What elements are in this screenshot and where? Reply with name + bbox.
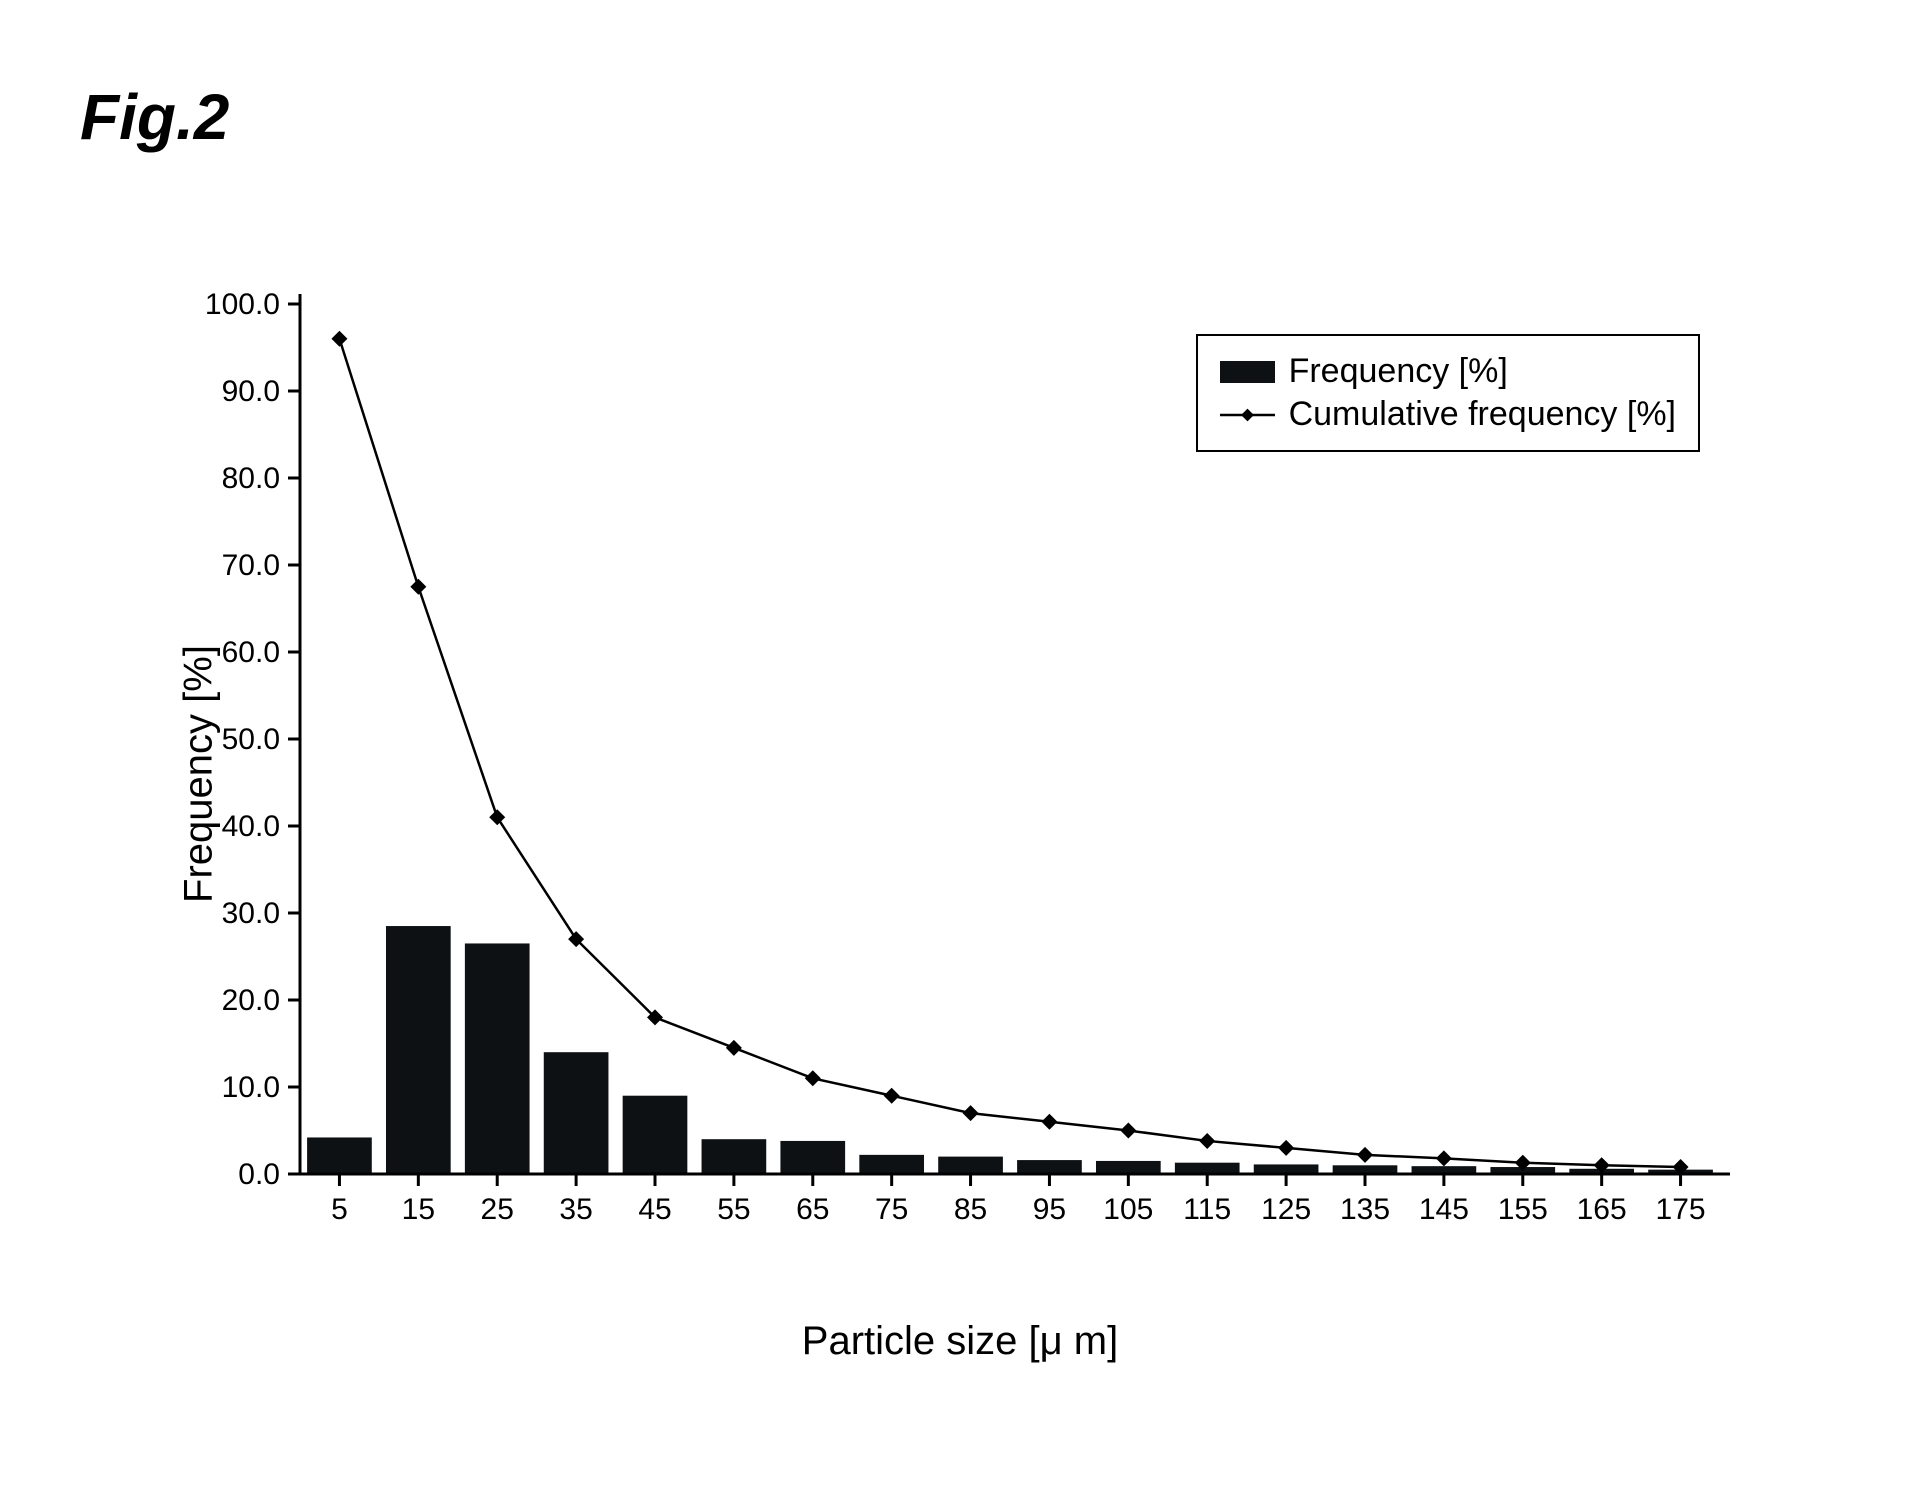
svg-text:40.0: 40.0 [222, 810, 280, 843]
svg-text:75: 75 [875, 1193, 908, 1226]
svg-text:105: 105 [1103, 1193, 1153, 1226]
legend-item-bar: Frequency [%] [1220, 352, 1676, 391]
svg-text:60.0: 60.0 [222, 636, 280, 669]
svg-text:145: 145 [1419, 1193, 1469, 1226]
svg-text:70.0: 70.0 [222, 549, 280, 582]
svg-text:10.0: 10.0 [222, 1071, 280, 1104]
svg-text:155: 155 [1498, 1193, 1548, 1226]
svg-text:30.0: 30.0 [222, 897, 280, 930]
figure-title: Fig.2 [80, 80, 1885, 154]
svg-text:85: 85 [954, 1193, 987, 1226]
legend-swatch-line [1220, 404, 1275, 426]
svg-text:55: 55 [717, 1193, 750, 1226]
chart-legend: Frequency [%] Cumulative frequency [%] [1196, 334, 1700, 452]
legend-item-line: Cumulative frequency [%] [1220, 395, 1676, 434]
svg-text:50.0: 50.0 [222, 723, 280, 756]
svg-text:175: 175 [1656, 1193, 1706, 1226]
x-axis-label: Particle size [μ m] [802, 1319, 1118, 1364]
svg-text:20.0: 20.0 [222, 984, 280, 1017]
legend-label-line: Cumulative frequency [%] [1289, 395, 1676, 434]
svg-text:0.0: 0.0 [238, 1158, 280, 1191]
svg-text:125: 125 [1261, 1193, 1311, 1226]
svg-text:90.0: 90.0 [222, 375, 280, 408]
svg-text:135: 135 [1340, 1193, 1390, 1226]
legend-swatch-bar [1220, 361, 1275, 383]
chart-container: 0.0 10.0 20.0 30.0 40.0 50.0 60.0 70.0 80.0 90.0 1… [160, 274, 1760, 1274]
svg-text:25: 25 [481, 1193, 514, 1226]
svg-text:100.0: 100.0 [205, 288, 280, 321]
svg-text:80.0: 80.0 [222, 462, 280, 495]
svg-text:35: 35 [559, 1193, 592, 1226]
svg-text:65: 65 [796, 1193, 829, 1226]
svg-text:115: 115 [1183, 1193, 1231, 1226]
y-axis-label: Frequency [%] [176, 645, 221, 903]
svg-text:45: 45 [638, 1193, 671, 1226]
svg-text:165: 165 [1577, 1193, 1627, 1226]
svg-text:5: 5 [331, 1193, 348, 1226]
svg-text:15: 15 [402, 1193, 435, 1226]
svg-text:95: 95 [1033, 1193, 1066, 1226]
legend-label-bar: Frequency [%] [1289, 352, 1508, 391]
